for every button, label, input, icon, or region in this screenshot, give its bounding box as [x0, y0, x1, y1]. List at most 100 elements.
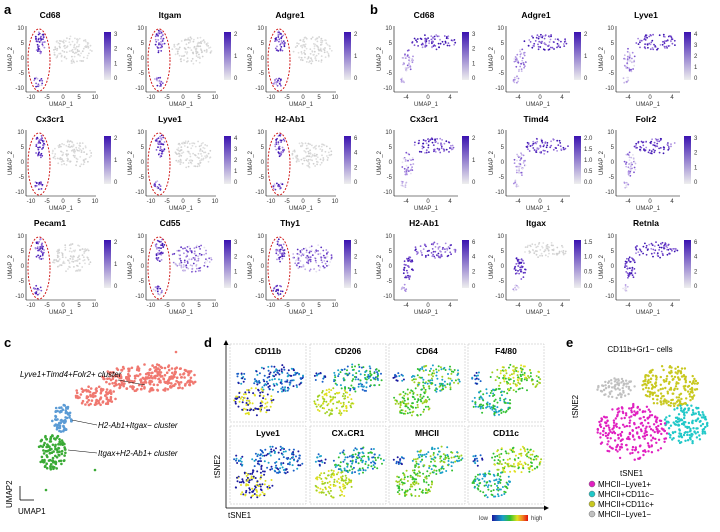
cluster-left	[35, 135, 46, 159]
tsne-plot-0: CD11b	[229, 343, 307, 423]
svg-text:-4: -4	[515, 303, 521, 309]
svg-text:3: 3	[234, 240, 238, 246]
svg-text:-5: -5	[164, 95, 170, 101]
cells-upper	[251, 445, 304, 475]
cells-upper	[253, 364, 304, 393]
svg-text:1: 1	[584, 54, 588, 60]
umap-plot-b-itgax: Itgax 10 5 0 -5 -10 -4 0 4 UMAP_1 UMAP_2 1.5 1.0 0.5 0…	[489, 218, 593, 316]
legend-low: low	[479, 516, 489, 522]
svg-text:1.0: 1.0	[584, 255, 593, 261]
svg-text:5: 5	[501, 249, 505, 255]
svg-text:-10: -10	[135, 190, 144, 196]
cells-upper	[491, 445, 543, 474]
cells-left	[314, 453, 327, 467]
svg-text:3: 3	[472, 32, 476, 38]
cells-upper	[489, 363, 542, 393]
color-scale	[344, 240, 351, 288]
svg-text:5: 5	[141, 145, 145, 151]
tsne-plot-7: CD11c	[467, 425, 545, 505]
svg-text:-5: -5	[44, 303, 50, 309]
cluster-bottom	[512, 75, 520, 84]
svg-text:-5: -5	[259, 71, 265, 77]
x-axis-label: UMAP_1	[169, 102, 194, 108]
svg-text:6: 6	[694, 240, 698, 246]
marker-title: CX₃CR1	[332, 428, 365, 438]
cluster-top	[411, 34, 457, 51]
cluster-left-lower	[32, 284, 43, 296]
svg-text:5: 5	[141, 249, 145, 255]
svg-text:10: 10	[137, 130, 144, 136]
svg-text:10: 10	[137, 26, 144, 32]
marker-title: CD206	[335, 346, 362, 356]
svg-text:10: 10	[497, 130, 504, 136]
svg-text:10: 10	[212, 199, 219, 205]
svg-text:10: 10	[17, 234, 24, 240]
svg-text:0: 0	[21, 264, 25, 270]
svg-text:0: 0	[181, 303, 185, 309]
cluster-top	[414, 241, 457, 259]
svg-text:0: 0	[389, 264, 393, 270]
cells-lower	[395, 469, 434, 497]
x-axis-label: UMAP_1	[49, 102, 74, 108]
color-scale	[344, 136, 351, 184]
svg-text:-5: -5	[609, 71, 615, 77]
plot-title: Cd55	[160, 218, 181, 228]
svg-text:2: 2	[234, 32, 238, 38]
svg-text:0: 0	[472, 180, 476, 186]
y-axis-label: UMAP_2	[8, 254, 14, 279]
svg-text:4: 4	[560, 303, 564, 309]
panel-c: Lyve1+Timd4+Folr2+ cluster H2-Ab1+Itgax− …	[5, 350, 197, 516]
highlight-ellipse	[147, 132, 171, 196]
svg-text:3: 3	[694, 136, 698, 142]
x-axis-label: tSNE1	[620, 469, 644, 478]
color-scale	[224, 240, 231, 288]
svg-text:0: 0	[648, 199, 652, 205]
cluster-bottom	[512, 179, 520, 188]
x-axis-label: UMAP_1	[414, 310, 439, 316]
svg-text:10: 10	[332, 199, 339, 205]
cluster-bottom	[622, 76, 630, 84]
svg-text:-10: -10	[255, 86, 264, 92]
svg-text:-4: -4	[625, 95, 631, 101]
svg-text:0: 0	[611, 264, 615, 270]
svg-text:-5: -5	[139, 279, 145, 285]
svg-text:2: 2	[114, 136, 118, 142]
svg-text:10: 10	[385, 26, 392, 32]
y-axis-label: UMAP_2	[599, 150, 605, 175]
svg-text:1: 1	[354, 269, 358, 275]
cells-upper	[410, 364, 461, 393]
svg-text:5: 5	[77, 199, 81, 205]
cluster-bottom	[400, 77, 405, 84]
tsne-plot-5: CX₃CR1	[309, 425, 387, 505]
svg-text:2: 2	[472, 269, 476, 275]
plot-title: Cd68	[414, 10, 435, 20]
plot-title: Adgre1	[521, 10, 551, 20]
svg-text:-10: -10	[27, 303, 36, 309]
svg-text:10: 10	[257, 234, 264, 240]
plot-title: Retnla	[633, 218, 659, 228]
legend-item: MHCII−Lyve1+	[588, 480, 651, 489]
legend-item: MHCII+CD11c−	[588, 490, 654, 499]
color-scale	[104, 240, 111, 288]
svg-text:-10: -10	[383, 294, 392, 300]
svg-text:0: 0	[538, 199, 542, 205]
svg-text:0: 0	[694, 180, 698, 186]
cluster-top	[634, 241, 679, 259]
marker-title: F4/80	[495, 346, 517, 356]
color-scale	[574, 136, 581, 184]
svg-text:5: 5	[21, 249, 25, 255]
cluster-left	[275, 238, 286, 263]
svg-text:-10: -10	[255, 294, 264, 300]
svg-text:5: 5	[317, 199, 321, 205]
cluster-lower	[513, 152, 527, 177]
svg-text:4: 4	[670, 303, 674, 309]
y-axis-label: UMAP_2	[248, 150, 254, 175]
svg-text:10: 10	[385, 130, 392, 136]
svg-text:1: 1	[694, 65, 698, 71]
plot-title: Lyve1	[158, 114, 182, 124]
svg-text:5: 5	[21, 145, 25, 151]
